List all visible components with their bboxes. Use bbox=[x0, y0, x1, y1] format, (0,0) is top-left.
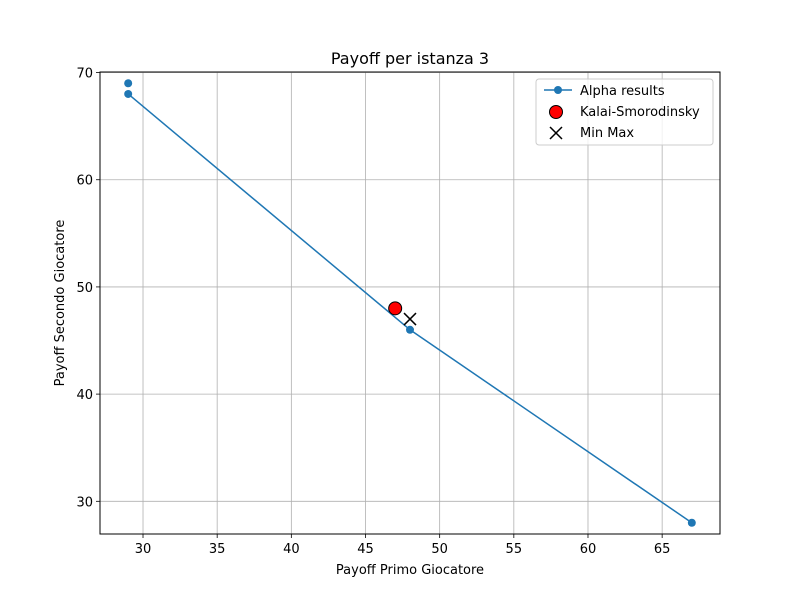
x-tick-label: 55 bbox=[506, 542, 523, 557]
kalai-smorodinsky-point bbox=[388, 301, 403, 316]
x-tick-label: 50 bbox=[431, 542, 448, 557]
x-tick-label: 35 bbox=[209, 542, 226, 557]
y-tick-label: 30 bbox=[76, 495, 93, 510]
chart-title: Payoff per istanza 3 bbox=[331, 49, 489, 68]
min-max-point bbox=[403, 312, 417, 326]
y-axis-label: Payoff Secondo Giocatore bbox=[53, 220, 68, 387]
alpha-results-point bbox=[687, 518, 696, 527]
y-tick-label: 70 bbox=[76, 67, 93, 82]
ticks: 30 35 40 45 50 55 60 65 30 40 50 60 70 bbox=[76, 67, 670, 557]
legend: Alpha results Kalai-Smorodinsky Min Max bbox=[535, 78, 714, 146]
x-axis-label: Payoff Primo Giocatore bbox=[336, 563, 484, 578]
y-tick-label: 40 bbox=[76, 388, 93, 403]
alpha-results-point bbox=[124, 79, 133, 88]
x-tick-label: 65 bbox=[654, 542, 671, 557]
plot-data bbox=[124, 79, 696, 527]
axes-frame bbox=[99, 71, 721, 535]
x-tick-label: 60 bbox=[580, 542, 597, 557]
legend-minmax-label: Min Max bbox=[580, 126, 634, 141]
legend-minmax-marker bbox=[549, 126, 563, 140]
legend-kalai-label: Kalai-Smorodinsky bbox=[580, 105, 700, 120]
legend-alpha-marker bbox=[554, 86, 562, 94]
x-tick-label: 45 bbox=[357, 542, 374, 557]
grid bbox=[100, 72, 720, 534]
legend-alpha-label: Alpha results bbox=[580, 84, 665, 99]
x-tick-label: 30 bbox=[135, 542, 152, 557]
x-tick-label: 40 bbox=[283, 542, 300, 557]
y-tick-label: 50 bbox=[76, 281, 93, 296]
alpha-results-point bbox=[406, 325, 414, 334]
alpha-results-point bbox=[124, 89, 133, 98]
legend-kalai-marker bbox=[549, 105, 563, 119]
y-tick-label: 60 bbox=[76, 174, 93, 189]
legend-box bbox=[535, 78, 714, 146]
